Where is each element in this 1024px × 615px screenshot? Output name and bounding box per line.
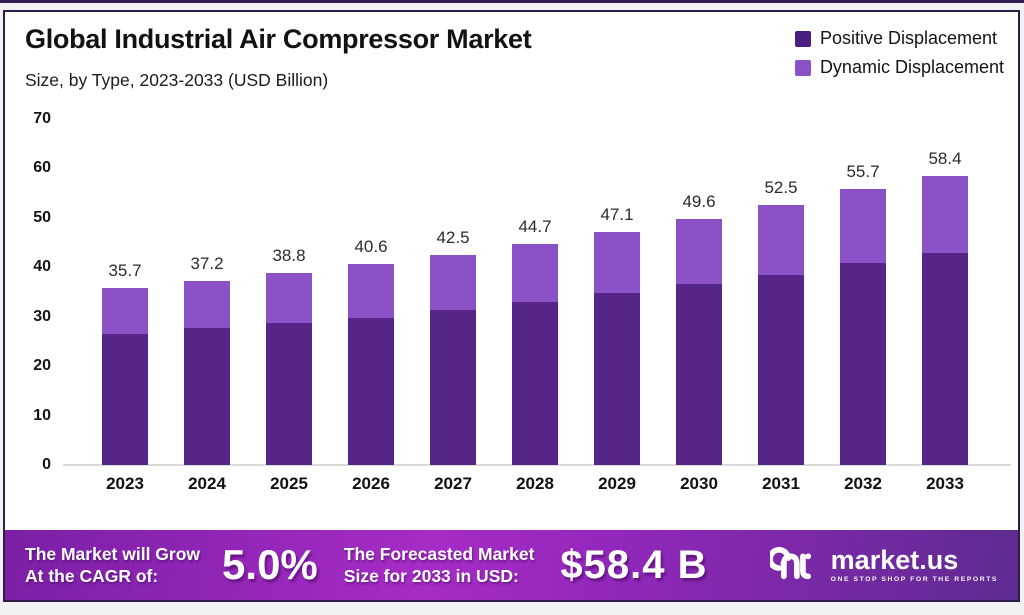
legend-label-dynamic: Dynamic Displacement [819, 57, 1004, 77]
chart-card: Global Industrial Air Compressor Market … [3, 10, 1020, 602]
bar-group-2033: 58.4 [904, 149, 986, 465]
x-tick-2030: 2030 [680, 474, 718, 493]
page-subtitle: Size, by Type, 2023-2033 (USD Billion) [25, 70, 329, 90]
legend-swatch-positive [794, 30, 811, 47]
bar-segment-dynamic-2027 [430, 254, 476, 311]
forecast-label-line1: The Forecasted Market [343, 544, 535, 564]
bar-total-label-2028: 44.7 [518, 216, 552, 236]
x-tick-2027: 2027 [434, 474, 472, 493]
cagr-value: 5.0% [222, 541, 318, 588]
page-title: Global Industrial Air Compressor Market [25, 24, 532, 54]
bar-group-2031: 52.5 [740, 178, 822, 465]
y-tick-40: 40 [33, 258, 51, 275]
x-axis-labels: 2023 2024 2025 2026 2027 2028 2029 2030 2031 2032… [84, 474, 986, 494]
bar-total-label-2030: 49.6 [682, 192, 716, 212]
bar-segment-positive-2025 [266, 323, 312, 465]
bar-total-label-2025: 38.8 [272, 245, 306, 265]
x-tick-2033: 2033 [926, 474, 964, 493]
cagr-label-line2: At the CAGR of: [25, 566, 159, 586]
bar-segment-dynamic-2024 [184, 280, 230, 329]
x-tick-2032: 2032 [844, 474, 882, 493]
bar-segment-positive-2024 [184, 328, 230, 465]
y-tick-50: 50 [33, 208, 51, 226]
y-tick-70: 70 [33, 109, 51, 127]
bar-segment-positive-2033 [922, 253, 968, 465]
brand-name: market.us [830, 545, 959, 575]
bar-segment-dynamic-2028 [512, 243, 558, 302]
bar-segment-positive-2030 [676, 284, 722, 465]
y-tick-20: 20 [33, 357, 51, 374]
bar-segment-dynamic-2025 [266, 272, 312, 324]
brand-tagline: ONE STOP SHOP FOR THE REPORTS [830, 576, 998, 583]
chart-plot: 0 10 20 30 40 50 60 70 35.7 37.2 38.8 40.6 42.5 44.7… [5, 12, 1018, 532]
footer-banner: The Market will Grow At the CAGR of: 5.0… [5, 530, 1018, 600]
x-tick-2026: 2026 [352, 474, 390, 493]
x-tick-2025: 2025 [270, 474, 308, 493]
bar-group-2023: 35.7 [84, 261, 166, 465]
x-tick-2024: 2024 [188, 474, 226, 493]
forecast-label: The Forecasted Market Size for 2033 in U… [344, 543, 535, 587]
bar-segment-dynamic-2026 [348, 264, 394, 318]
bar-total-label-2029: 47.1 [600, 204, 634, 224]
y-tick-10: 10 [33, 406, 51, 424]
bar-total-label-2024: 37.2 [190, 253, 224, 273]
x-tick-2031: 2031 [762, 474, 800, 493]
bar-group-2025: 38.8 [248, 246, 330, 465]
y-tick-60: 60 [33, 159, 51, 176]
forecast-label-line2: Size for 2033 in USD: [343, 566, 519, 586]
bar-segment-dynamic-2032 [840, 189, 886, 263]
bar-total-label-2031: 52.5 [764, 178, 798, 198]
bar-segment-positive-2032 [840, 262, 886, 465]
bar-segment-positive-2028 [512, 301, 558, 465]
bar-segment-positive-2027 [430, 310, 476, 465]
bar-segment-positive-2031 [758, 274, 804, 465]
brand-text: market.us ONE STOP SHOP FOR THE REPORTS [830, 545, 998, 584]
x-tick-2023: 2023 [106, 474, 144, 493]
bar-group-2024: 37.2 [166, 254, 248, 465]
bar-segment-positive-2029 [594, 293, 640, 465]
bar-group-2032: 55.7 [822, 162, 904, 465]
bar-group-2030: 49.6 [658, 192, 740, 465]
y-tick-30: 30 [33, 307, 51, 325]
bar-group-2027: 42.5 [412, 228, 494, 465]
legend-swatch-dynamic [794, 59, 811, 76]
brand-logo: market.us ONE STOP SHOP FOR THE REPORTS [769, 545, 998, 585]
market-us-icon [769, 547, 811, 580]
cagr-label-line1: The Market will Grow [25, 544, 201, 564]
legend-item-dynamic-displacement: Dynamic Displacement [794, 57, 1004, 78]
bar-total-label-2027: 42.5 [436, 227, 470, 247]
x-tick-2028: 2028 [516, 474, 554, 493]
cagr-label: The Market will Grow At the CAGR of: [25, 543, 200, 587]
forecast-value: $58.4 B [560, 542, 708, 587]
y-tick-0: 0 [42, 456, 51, 473]
x-tick-2029: 2029 [598, 474, 636, 493]
bar-group-2028: 44.7 [494, 217, 576, 465]
bar-group-2029: 47.1 [576, 205, 658, 465]
bar-total-label-2026: 40.6 [354, 237, 388, 257]
bar-segment-dynamic-2030 [676, 219, 722, 285]
legend-label-positive: Positive Displacement [819, 28, 998, 48]
bar-segment-dynamic-2033 [922, 175, 968, 254]
legend-item-positive-displacement: Positive Displacement [794, 28, 1004, 49]
bar-segment-dynamic-2031 [758, 205, 804, 275]
bar-total-label-2032: 55.7 [846, 162, 880, 182]
bar-total-label-2033: 58.4 [928, 148, 962, 168]
bar-segment-dynamic-2029 [594, 231, 640, 294]
bar-total-label-2023: 35.7 [108, 261, 142, 281]
bar-group-2026: 40.6 [330, 237, 412, 465]
plot-area: 35.7 37.2 38.8 40.6 42.5 44.7 47.1 49.6 52.5 55.7… [84, 12, 986, 465]
bar-segment-dynamic-2023 [102, 288, 148, 335]
page-top-border [0, 0, 1024, 3]
x-axis-line [63, 464, 1011, 466]
chart-legend: Positive Displacement Dynamic Displaceme… [794, 28, 1004, 78]
bar-segment-positive-2023 [102, 334, 148, 465]
bar-segment-positive-2026 [348, 317, 394, 465]
